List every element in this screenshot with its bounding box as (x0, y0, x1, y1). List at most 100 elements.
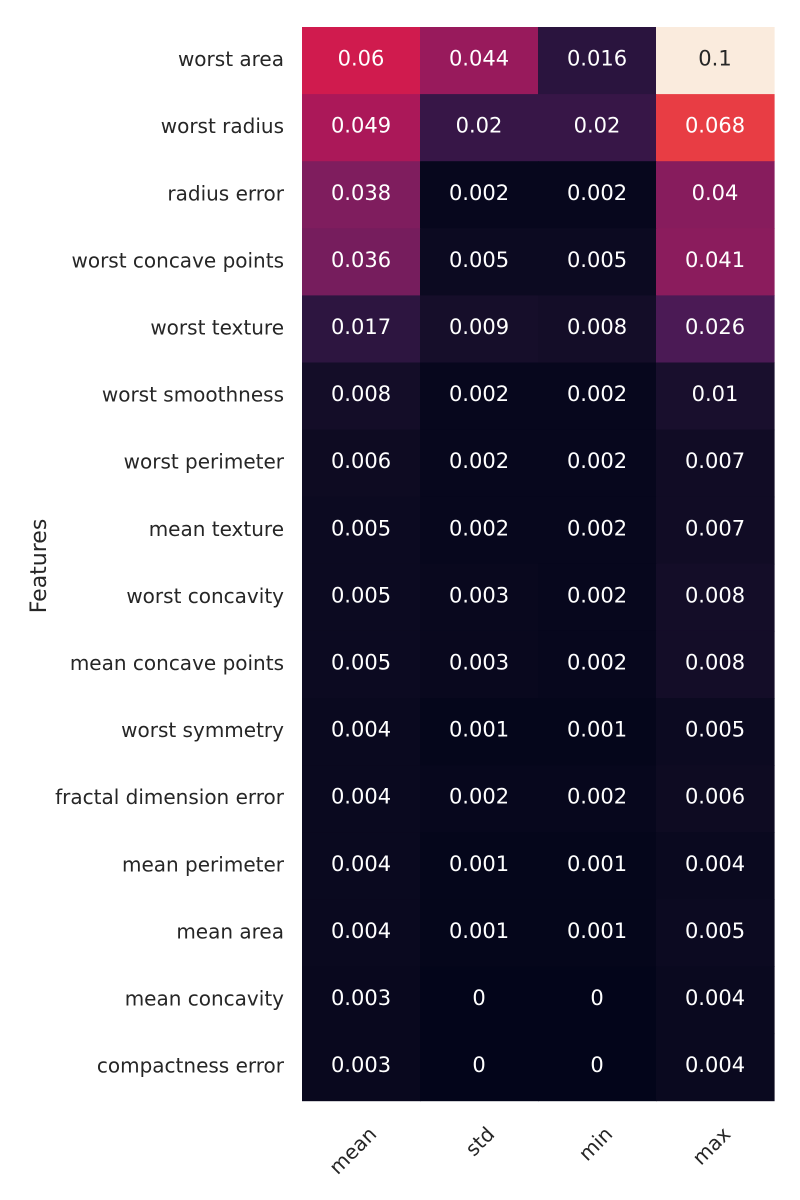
heatmap-cell (538, 429, 657, 498)
heatmap-cell (302, 899, 421, 967)
heatmap-cell (420, 161, 539, 229)
heatmap-cell (656, 94, 775, 162)
cell-value-label: 0.004 (331, 785, 391, 809)
heatmap-cell (656, 496, 775, 565)
cell-value-label: 0.005 (331, 583, 391, 607)
row-tick-label: fractal dimension error (55, 785, 285, 809)
heatmap-cell (420, 630, 539, 699)
heatmap-cell (538, 161, 657, 229)
cell-value-label: 0.007 (685, 516, 745, 540)
heatmap-cell (538, 698, 657, 766)
heatmap-cell (420, 832, 539, 900)
cell-value-label: 0.008 (567, 315, 627, 339)
row-tick-label: worst perimeter (124, 450, 285, 474)
cell-value-label: 0.04 (692, 181, 739, 205)
heatmap-cell (538, 765, 657, 833)
heatmap-cell (302, 228, 421, 296)
heatmap-cell (420, 94, 539, 162)
cell-value-label: 0.016 (567, 47, 627, 71)
cell-value-label: 0.044 (449, 47, 509, 71)
cell-value-label: 0 (590, 986, 603, 1010)
heatmap-cell (656, 563, 775, 632)
cell-value-label: 0.001 (449, 919, 509, 943)
cell-value-label: 0.004 (685, 1053, 745, 1077)
cell-value-label: 0.002 (567, 449, 627, 473)
heatmap-cell (538, 27, 657, 95)
cell-value-label: 0.005 (685, 919, 745, 943)
heatmap-cell (420, 698, 539, 766)
cell-value-label: 0.002 (567, 650, 627, 674)
heatmap-cell (302, 698, 421, 766)
heatmap-cell (420, 295, 539, 364)
cell-value-label: 0.002 (449, 181, 509, 205)
cell-value-label: 0.002 (567, 583, 627, 607)
heatmap-cell (420, 966, 539, 1035)
heatmap-cell (302, 295, 421, 364)
cell-value-label: 0.002 (567, 785, 627, 809)
heatmap-cell (302, 765, 421, 833)
heatmap-cell (420, 228, 539, 296)
row-tick-label: worst symmetry (121, 718, 284, 742)
cell-value-label: 0.026 (685, 315, 745, 339)
column-tick-label: mean (324, 1122, 381, 1179)
y-axis-label: Features (27, 519, 52, 614)
row-tick-label: worst radius (161, 114, 284, 138)
cell-value-label: 0.017 (331, 315, 391, 339)
cell-value-label: 0.002 (449, 785, 509, 809)
heatmap-cell (656, 362, 775, 431)
cell-value-label: 0 (472, 986, 485, 1010)
cell-value-label: 0.002 (449, 449, 509, 473)
cell-value-label: 0.006 (331, 449, 391, 473)
cell-value-label: 0.003 (449, 650, 509, 674)
cell-value-label: 0.002 (567, 181, 627, 205)
heatmap-cell (420, 1033, 539, 1102)
cell-value-label: 0.005 (331, 650, 391, 674)
heatmap-cell (538, 832, 657, 900)
row-tick-label: worst smoothness (102, 383, 284, 407)
cell-value-label: 0.038 (331, 181, 391, 205)
cell-value-label: 0.1 (698, 47, 731, 71)
cell-value-label: 0.041 (685, 248, 745, 272)
heatmap-cell (656, 698, 775, 766)
heatmap-cell (538, 563, 657, 632)
cell-value-label: 0.01 (692, 382, 739, 406)
heatmap-cell (420, 563, 539, 632)
heatmap-cell (302, 496, 421, 565)
heatmap-cell (538, 295, 657, 364)
cell-value-label: 0.008 (331, 382, 391, 406)
heatmap-cell (656, 966, 775, 1035)
cell-value-label: 0.004 (331, 919, 391, 943)
row-tick-label: mean area (176, 919, 284, 943)
column-tick-label: std (460, 1122, 499, 1161)
cell-value-label: 0.004 (685, 986, 745, 1010)
heatmap-cell (656, 161, 775, 229)
heatmap-cell (538, 1033, 657, 1102)
heatmap-cell (302, 94, 421, 162)
cell-value-label: 0.008 (685, 583, 745, 607)
heatmap-cell (656, 228, 775, 296)
heatmap-cell-labels: 0.06 0.044 0.016 0.1 0.049 0.02 0.02 0.068 0.038… (331, 47, 745, 1078)
row-tick-labels: worst area worst radius radius error worst … (55, 47, 285, 1078)
cell-value-label: 0.005 (331, 516, 391, 540)
heatmap-cell (302, 630, 421, 699)
heatmap-cell (538, 228, 657, 296)
column-tick-labels: mean std min max (324, 1122, 735, 1179)
row-tick-label: worst concave points (71, 248, 284, 272)
cell-value-label: 0.002 (567, 382, 627, 406)
heatmap-cell (656, 1033, 775, 1102)
heatmap-cell (302, 27, 421, 95)
row-tick-label: worst area (178, 47, 284, 71)
row-tick-label: mean texture (149, 517, 284, 541)
cell-value-label: 0.001 (567, 919, 627, 943)
heatmap-cell (656, 429, 775, 498)
cell-value-label: 0.003 (331, 1053, 391, 1077)
heatmap-cell (302, 429, 421, 498)
heatmap-cell (538, 630, 657, 699)
heatmap-cell (302, 161, 421, 229)
cell-value-label: 0.002 (449, 516, 509, 540)
heatmap-cell (420, 765, 539, 833)
heatmap-cell (420, 899, 539, 967)
row-tick-label: worst concavity (126, 584, 284, 608)
heatmap-cell (538, 966, 657, 1035)
row-tick-label: mean concave points (70, 651, 284, 675)
